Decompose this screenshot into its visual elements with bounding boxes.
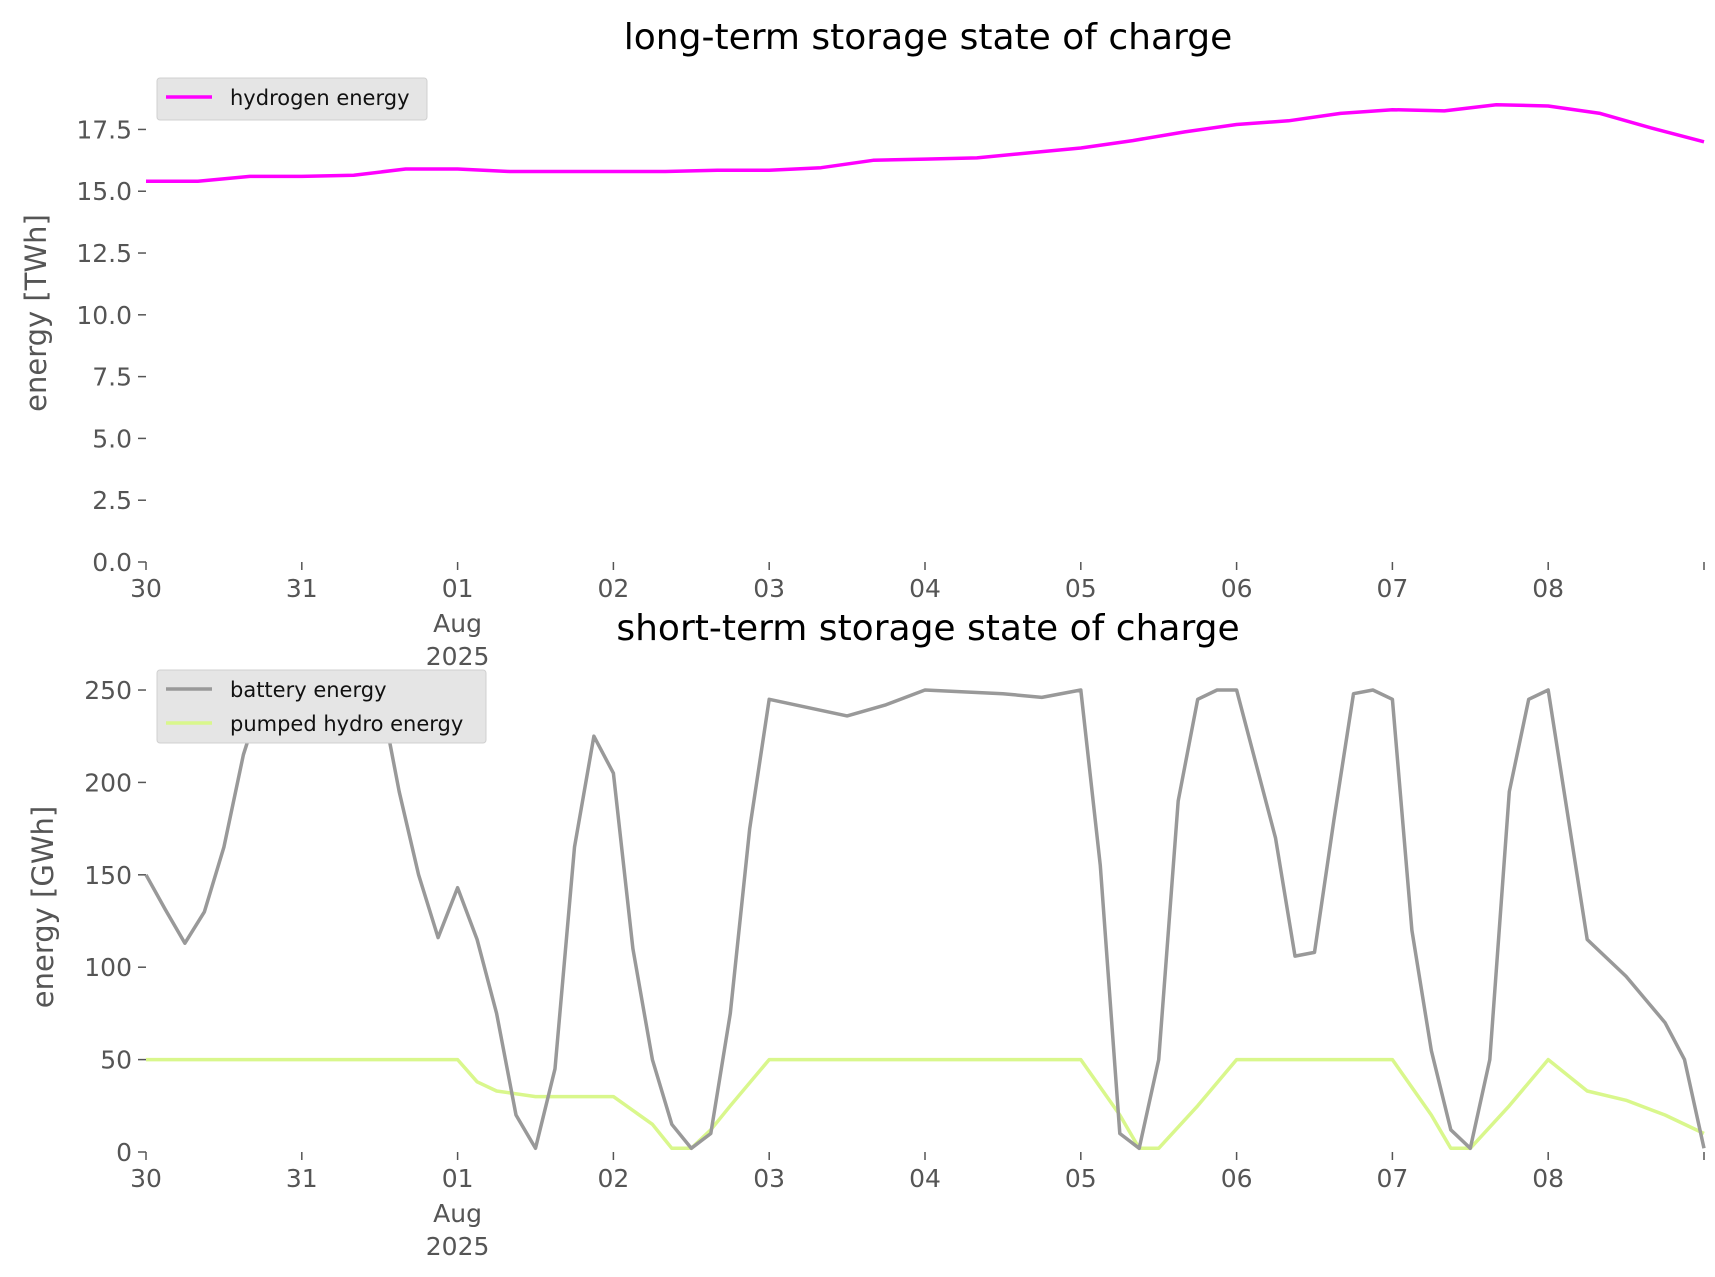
legend-label-pumped-hydro-energy: pumped hydro energy (230, 712, 463, 736)
legend: battery energy pumped hydro energy (156, 669, 487, 744)
x-tick-label: 01 (442, 1164, 474, 1193)
x-tick-label: 04 (909, 574, 941, 603)
y-tick-label: 0.0 (92, 548, 132, 577)
y-tick-label: 5.0 (92, 424, 132, 453)
x-tick-label: 31 (286, 574, 318, 603)
x-tick-label: 08 (1532, 574, 1564, 603)
x-tick-sublabel: 2025 (426, 1232, 490, 1261)
x-tick-label: 03 (753, 574, 785, 603)
y-tick-label: 200 (84, 768, 132, 797)
x-tick-label: 04 (909, 1164, 941, 1193)
x-tick-label: 07 (1376, 574, 1408, 603)
chart-long-term: long-term storage state of charge energy… (19, 17, 1705, 671)
y-ticks: 0 50 100 150 200 250 (84, 676, 146, 1167)
chart-title: short-term storage state of charge (616, 608, 1239, 649)
x-tick-label: 02 (597, 574, 629, 603)
x-ticks: 30 31 01 Aug 2025 02 03 04 05 06 07 08 (130, 1152, 1705, 1261)
x-tick-label: 30 (130, 574, 162, 603)
x-ticks: 30 31 01 Aug 2025 02 03 04 05 06 07 08 (130, 562, 1705, 671)
y-tick-label: 7.5 (92, 363, 132, 392)
x-tick-label: 07 (1376, 1164, 1408, 1193)
series-line-pumped-hydro-energy (146, 1057, 1705, 1151)
y-tick-label: 50 (100, 1046, 132, 1075)
x-tick-label: 06 (1221, 1164, 1253, 1193)
x-tick-label: 03 (753, 1164, 785, 1193)
plot-series (146, 102, 1705, 184)
x-tick-sublabel: 2025 (426, 642, 490, 671)
x-tick-label: 05 (1065, 1164, 1097, 1193)
legend: hydrogen energy (156, 77, 428, 121)
y-tick-label: 0 (116, 1138, 132, 1167)
plot-series (144, 688, 1706, 1151)
y-tick-label: 100 (84, 953, 132, 982)
x-tick-label: 30 (130, 1164, 162, 1193)
x-tick-sublabel: Aug (433, 609, 482, 638)
y-tick-label: 250 (84, 676, 132, 705)
x-tick-sublabel: Aug (433, 1199, 482, 1228)
legend-box (156, 77, 428, 121)
y-axis-label: energy [TWh] (19, 214, 53, 412)
y-tick-label: 2.5 (92, 486, 132, 515)
chart-short-term: short-term storage state of charge energ… (26, 608, 1706, 1261)
y-tick-label: 17.5 (76, 115, 132, 144)
y-axis-label: energy [GWh] (26, 806, 60, 1008)
y-ticks: 0.0 2.5 5.0 7.5 10.0 12.5 15.0 17.5 (76, 115, 146, 577)
x-tick-label: 01 (442, 574, 474, 603)
legend-label-battery-energy: battery energy (230, 678, 387, 702)
legend-label-hydrogen-energy: hydrogen energy (230, 86, 410, 110)
series-line-battery-energy (144, 688, 1706, 1151)
x-tick-label: 31 (286, 1164, 318, 1193)
y-tick-label: 15.0 (76, 177, 132, 206)
chart-title: long-term storage state of charge (624, 17, 1232, 58)
y-tick-label: 150 (84, 861, 132, 890)
x-tick-label: 02 (597, 1164, 629, 1193)
series-line-hydrogen-energy (146, 102, 1705, 184)
legend-box (156, 669, 487, 744)
y-tick-label: 10.0 (76, 301, 132, 330)
x-tick-label: 06 (1221, 574, 1253, 603)
y-tick-label: 12.5 (76, 239, 132, 268)
x-tick-label: 05 (1065, 574, 1097, 603)
x-tick-label: 08 (1532, 1164, 1564, 1193)
